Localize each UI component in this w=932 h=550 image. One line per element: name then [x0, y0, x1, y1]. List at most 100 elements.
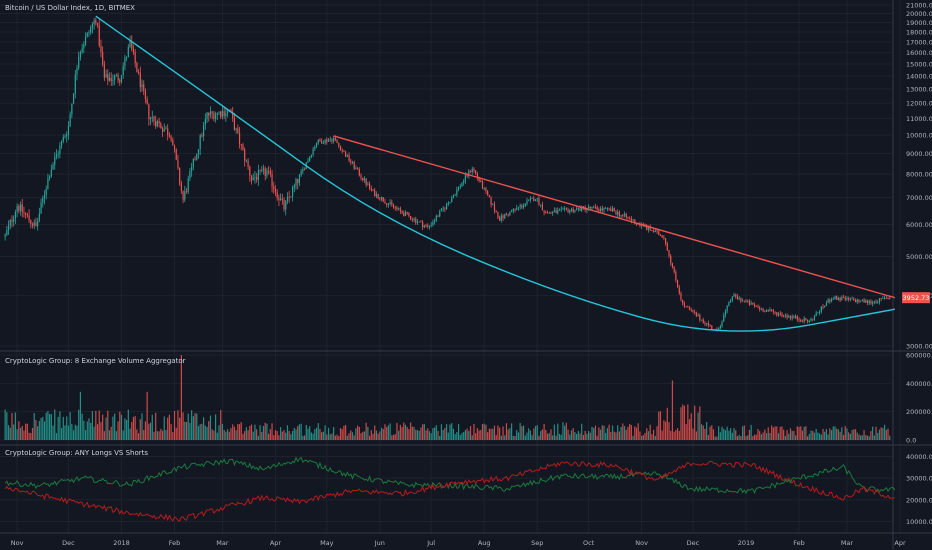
volume-bar — [16, 429, 18, 440]
candle-body — [312, 149, 314, 156]
volume-bar — [434, 427, 436, 440]
candle-body — [66, 134, 68, 137]
x-tick-label: Sep — [531, 539, 543, 547]
candle-body — [310, 155, 313, 157]
volume-bar — [336, 434, 338, 440]
candle-body — [144, 90, 147, 100]
candle-body — [682, 299, 684, 304]
candle-body — [795, 316, 797, 318]
candle-body — [252, 177, 254, 181]
volume-bar — [757, 428, 759, 440]
candle-body — [300, 171, 302, 176]
volume-bar — [401, 427, 403, 440]
candle-body — [750, 302, 752, 305]
candle-body — [449, 202, 451, 204]
candle-body — [380, 197, 383, 200]
volume-bar — [269, 429, 271, 440]
candle-body — [122, 66, 124, 76]
volume-bar — [861, 435, 863, 440]
candle-body — [233, 117, 236, 130]
volume-bar — [706, 422, 708, 440]
volume-bar — [213, 430, 215, 440]
candle-body — [653, 230, 655, 232]
volume-bar — [42, 416, 44, 440]
volume-bar — [726, 426, 728, 440]
candle-body — [849, 298, 851, 300]
volume-bar — [844, 426, 846, 440]
volume-bar — [610, 431, 612, 440]
volume-bar — [249, 425, 251, 440]
candle-body — [343, 150, 345, 152]
candle-body — [873, 301, 875, 303]
candle-body — [209, 111, 212, 116]
candle-body — [220, 111, 222, 117]
candle-body — [567, 209, 569, 213]
candle-body — [54, 157, 56, 165]
volume-bar — [668, 422, 670, 440]
candle-body — [718, 328, 720, 331]
volume-bar — [124, 418, 126, 440]
volume-bar — [252, 431, 254, 440]
volume-bar — [129, 428, 131, 440]
volume-bar — [637, 423, 639, 440]
candle-body — [541, 204, 543, 211]
candle-body — [629, 217, 631, 219]
candle-body — [711, 325, 713, 330]
volume-bar — [343, 425, 345, 440]
candle-body — [694, 312, 696, 313]
candle-body — [776, 312, 778, 316]
candle-body — [476, 173, 478, 178]
volume-bar — [107, 410, 109, 440]
price-layer — [4, 17, 891, 332]
volume-bar — [543, 423, 545, 440]
candle-body — [127, 46, 129, 58]
ls-tick-label: 20000.0 — [906, 496, 932, 504]
candle-body — [9, 220, 11, 226]
volume-bar — [250, 424, 253, 440]
volume-bar — [406, 427, 408, 440]
candle-body — [889, 298, 891, 300]
volume-bar — [565, 422, 567, 440]
candle-body — [374, 190, 376, 197]
volume-bar — [589, 432, 591, 440]
candle-body — [533, 198, 535, 201]
candle-body — [206, 112, 208, 120]
volume-bar — [593, 427, 595, 440]
volume-bar — [64, 425, 66, 440]
volume-bar — [872, 426, 874, 440]
volume-bar — [772, 427, 774, 440]
candle-body — [7, 225, 10, 231]
candle-body — [817, 312, 819, 314]
volume-bar — [230, 428, 232, 440]
volume-bar — [339, 428, 342, 440]
candle-body — [771, 309, 773, 311]
candle-body — [88, 32, 90, 34]
candle-body — [290, 196, 292, 198]
candle-body — [668, 250, 670, 256]
volume-bar — [885, 429, 887, 440]
volume-bar — [161, 430, 164, 440]
volume-bar — [538, 435, 540, 440]
volume-bar — [317, 423, 319, 440]
volume-bar — [245, 427, 247, 440]
volume-bar — [557, 423, 559, 440]
volume-bar — [35, 420, 37, 440]
price-tick-label: 7000.00 — [906, 194, 932, 202]
longs-shorts-layer — [4, 456, 896, 522]
candle-body — [730, 300, 732, 302]
volume-bar — [362, 431, 364, 440]
candle-body — [731, 296, 733, 301]
volume-bar — [856, 432, 858, 440]
x-tick-label: Nov — [11, 539, 24, 547]
volume-bar — [348, 433, 350, 440]
volume-bar — [680, 407, 682, 440]
candle-body — [755, 306, 757, 307]
volume-bar — [126, 420, 128, 440]
volume-bar — [613, 431, 615, 440]
volume-bar — [60, 428, 63, 440]
volume-bar — [731, 432, 733, 440]
candle-body — [757, 306, 759, 308]
candle-body — [423, 225, 425, 228]
candle-body — [733, 294, 735, 297]
candle-body — [805, 318, 807, 321]
